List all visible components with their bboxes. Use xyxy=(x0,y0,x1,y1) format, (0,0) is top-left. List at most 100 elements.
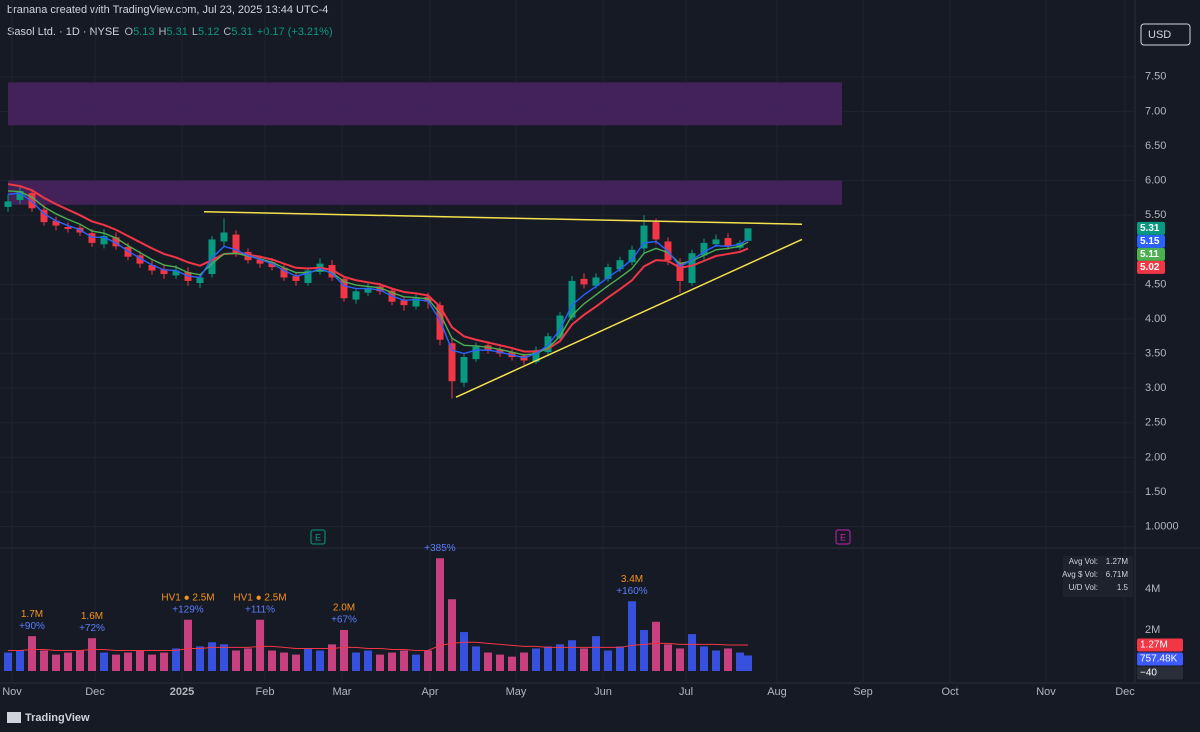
volume-bar xyxy=(544,646,552,672)
stats-value: 1.27M xyxy=(1106,557,1129,566)
volume-bar xyxy=(208,642,216,672)
volume-change: +72% xyxy=(79,623,105,634)
x-tick-label: Aug xyxy=(767,686,787,698)
volume-annotation: HV1 ● 2.5M xyxy=(161,592,214,603)
stats-label: U/D Vol: xyxy=(1069,583,1098,592)
candle-body xyxy=(532,350,540,362)
symbol: Sasol Ltd. · 1D · NYSE xyxy=(7,26,120,38)
candle-body xyxy=(268,262,276,268)
volume-bar xyxy=(244,648,252,672)
volume-bar xyxy=(568,640,576,672)
volume-tag xyxy=(1137,652,1183,666)
volume-bar xyxy=(88,638,96,672)
moving-average xyxy=(7,183,749,353)
volume-bar xyxy=(148,654,156,672)
y-tick-label: 7.00 xyxy=(1145,105,1166,117)
volume-bar xyxy=(700,646,708,672)
volume-bar xyxy=(484,652,492,672)
volume-change: +385% xyxy=(424,543,456,554)
candle-body xyxy=(568,280,576,318)
price-tag-label: 5.31 xyxy=(1140,223,1160,234)
zone xyxy=(8,180,842,205)
y-tick-label: 5.50 xyxy=(1145,209,1166,221)
volume-bar xyxy=(520,652,528,672)
candle-body xyxy=(436,305,444,340)
y-tick-label: 4.00 xyxy=(1145,313,1166,325)
volume-bar xyxy=(676,648,684,672)
volume-change: +111% xyxy=(245,604,275,615)
earnings-label: E xyxy=(315,532,321,542)
volume-tag xyxy=(1137,638,1183,652)
candle-body xyxy=(328,265,336,278)
candle-body xyxy=(460,357,468,383)
volume-bar xyxy=(16,650,24,672)
ohlc-label: L xyxy=(192,26,198,38)
y-tick-label: 7.50 xyxy=(1145,71,1166,83)
price-tag xyxy=(1137,221,1165,235)
volume-bar xyxy=(688,634,696,672)
volume-bar xyxy=(640,630,648,672)
price-tag xyxy=(1137,234,1165,248)
volume-bar xyxy=(436,558,444,672)
candle-body xyxy=(712,239,720,245)
candle-body xyxy=(220,232,228,242)
volume-bar xyxy=(424,650,432,672)
volume-bar xyxy=(268,650,276,672)
volume-bar xyxy=(376,654,384,672)
volume-tag-label: −40 xyxy=(1140,668,1157,679)
volume-bar xyxy=(616,646,624,672)
ohlc-legend: Sasol Ltd. · 1D · NYSE O5.13 H5.31 L5.12 C5.… xyxy=(7,26,333,38)
candle-body xyxy=(364,287,372,293)
y-tick-label: 4.50 xyxy=(1145,278,1166,290)
volume-bar xyxy=(124,652,132,672)
volume-annotation: 2.0M xyxy=(333,603,355,614)
candle-body xyxy=(160,269,168,275)
candle-body xyxy=(136,255,144,264)
candle-body xyxy=(148,265,156,271)
stats-value: 1.5 xyxy=(1117,583,1129,592)
currency[interactable]: USD xyxy=(1148,29,1171,41)
x-tick-label: Feb xyxy=(256,686,275,698)
volume-bar xyxy=(744,655,752,672)
volume-bar xyxy=(400,650,408,672)
candle-body xyxy=(256,259,264,264)
volume-bar xyxy=(448,599,456,672)
price-tag xyxy=(1137,260,1165,274)
trendline xyxy=(203,210,803,225)
price-tag-label: 5.02 xyxy=(1140,262,1160,273)
volume-tick-label: 4M xyxy=(1145,583,1160,595)
volume-bar xyxy=(304,648,312,672)
trendline xyxy=(455,238,803,398)
volume-tag-label: 1.27M xyxy=(1140,640,1168,651)
candle-body xyxy=(340,278,348,299)
y-tick-label: 3.00 xyxy=(1145,382,1166,394)
volume-bar xyxy=(592,636,600,672)
earnings-marker xyxy=(310,529,326,545)
x-tick-label: May xyxy=(506,686,527,698)
moving-average xyxy=(7,190,749,356)
candle-body xyxy=(100,235,108,245)
volume-bar xyxy=(160,652,168,672)
candle-body xyxy=(4,201,12,207)
logo-icon xyxy=(7,712,21,723)
volume-tick-label: 2M xyxy=(1145,624,1160,636)
volume-bar xyxy=(196,646,204,672)
volume-bar xyxy=(316,650,324,672)
ohlc-label: H xyxy=(158,26,166,38)
volume-bar xyxy=(736,652,744,672)
x-tick-label: Dec xyxy=(85,686,105,698)
brand: TradingView xyxy=(25,712,90,724)
candle-body xyxy=(604,267,612,279)
candle-body xyxy=(112,237,120,247)
volume-tag-label: 757.48K xyxy=(1140,654,1178,665)
stats-value: 6.71M xyxy=(1106,570,1129,579)
volume-bar xyxy=(220,644,228,672)
volume-bar xyxy=(64,652,72,672)
volume-bar xyxy=(292,654,300,672)
volume-bar xyxy=(472,646,480,672)
volume-bar xyxy=(532,648,540,672)
volume-annotation: 1.7M xyxy=(21,609,43,620)
currency-button[interactable] xyxy=(1140,23,1191,46)
candle-body xyxy=(292,276,300,281)
candle-body xyxy=(724,238,732,247)
